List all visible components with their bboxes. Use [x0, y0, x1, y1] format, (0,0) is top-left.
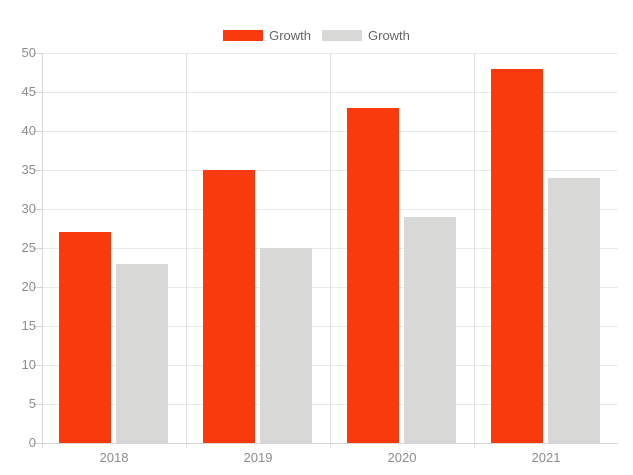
- bar-growth-series0-2019[interactable]: [203, 170, 255, 443]
- bar-growth-series0-2018[interactable]: [59, 232, 111, 443]
- y-axis-tick: [33, 365, 42, 366]
- bar-growth-series1-2021[interactable]: [548, 177, 600, 443]
- y-axis-tick: [33, 287, 42, 288]
- y-axis-label: 30: [21, 201, 36, 216]
- y-axis-label: 10: [21, 357, 36, 372]
- category-divider: [330, 53, 331, 448]
- y-axis-label: 40: [21, 123, 36, 138]
- legend-item-label: Growth: [368, 27, 410, 43]
- legend-item-0[interactable]: Growth: [223, 29, 311, 42]
- bar-growth-series1-2018[interactable]: [116, 263, 168, 443]
- y-axis-tick: [33, 170, 42, 171]
- legend-swatch-icon: [322, 29, 362, 41]
- y-axis-label: 25: [21, 240, 36, 255]
- bar-growth-series0-2021[interactable]: [491, 68, 543, 443]
- y-axis-label: 45: [21, 84, 36, 99]
- bar-growth-series0-2020[interactable]: [347, 107, 399, 443]
- plot-area: [42, 53, 618, 448]
- y-axis-label: 50: [21, 45, 36, 60]
- y-axis-tick: [33, 92, 42, 93]
- chart-legend: Growth Growth: [0, 24, 633, 46]
- x-axis-label: 2019: [243, 450, 273, 465]
- y-axis-label: 20: [21, 279, 36, 294]
- legend-swatch-icon: [223, 29, 264, 41]
- x-axis-label: 2018: [99, 450, 129, 465]
- legend-item-label: Growth: [269, 27, 311, 43]
- category-divider: [186, 53, 187, 448]
- bar-growth-series1-2019[interactable]: [260, 248, 312, 443]
- y-axis-label: 15: [21, 318, 36, 333]
- bar-growth-series1-2020[interactable]: [404, 216, 456, 443]
- y-axis-tick: [33, 404, 42, 405]
- y-axis-label: 0: [28, 435, 36, 450]
- y-axis-tick: [33, 53, 42, 54]
- y-axis-tick: [33, 131, 42, 132]
- y-axis-tick: [33, 248, 42, 249]
- y-axis-tick: [33, 443, 42, 444]
- legend-item-1[interactable]: Growth: [322, 29, 410, 42]
- y-axis-tick: [33, 209, 42, 210]
- category-divider: [474, 53, 475, 448]
- y-axis-label: 35: [21, 162, 36, 177]
- y-axis-label: 5: [28, 396, 36, 411]
- x-axis-label: 2020: [387, 450, 417, 465]
- y-axis-tick: [33, 326, 42, 327]
- y-axis-line: [42, 53, 43, 448]
- x-axis-label: 2021: [531, 450, 561, 465]
